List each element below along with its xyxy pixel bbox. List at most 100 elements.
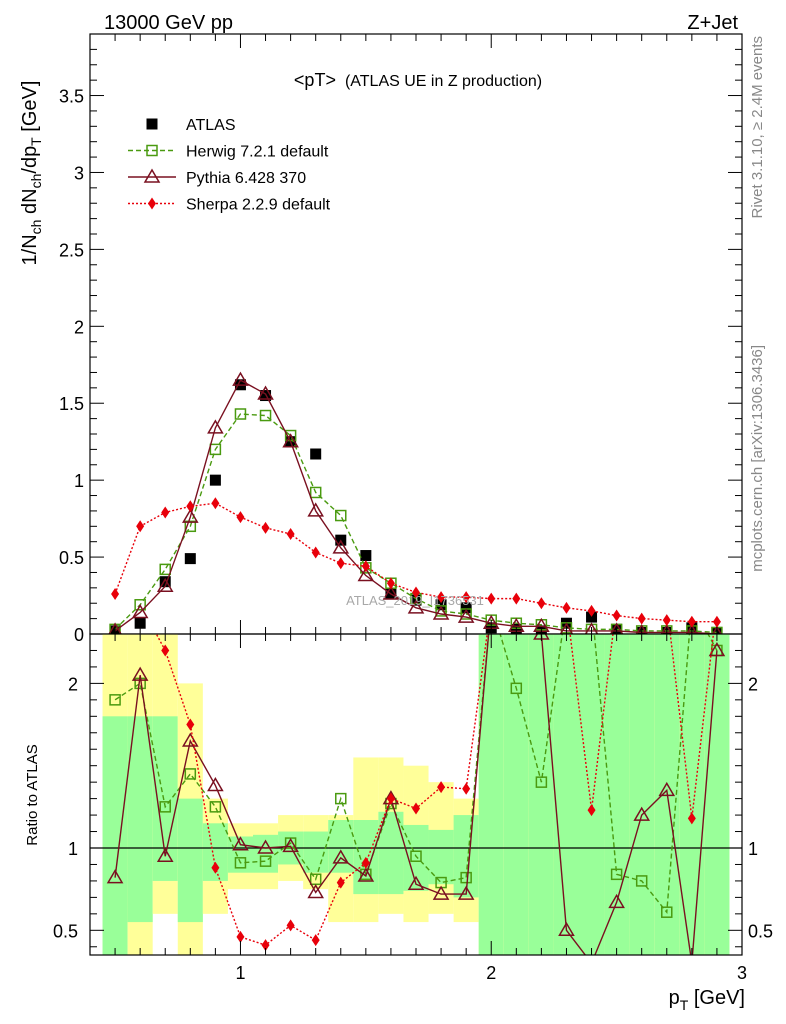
data-point [407,599,425,614]
legend-marker [143,168,161,183]
data-point [559,622,574,634]
series-sherpa-2-2-9-default [111,497,721,628]
band-green [503,634,529,955]
ratio-point [361,856,370,869]
band-green [428,829,454,885]
band-green [102,716,128,955]
x-tick-label: 3 [737,963,747,983]
ratio-point [234,857,247,869]
data-point [108,622,122,634]
legend-label: Herwig 7.2.1 default [186,144,329,161]
rivet-version-label: Rivet 3.1.10, ≥ 2.4M events [749,36,766,219]
ratio-point [460,871,472,884]
data-point [609,622,624,634]
ratio-point [633,806,650,821]
legend-marker [146,118,158,130]
data-point [186,500,195,513]
band-green [579,634,605,955]
ratio-point [510,682,523,695]
data-point [360,550,372,562]
data-point [159,563,171,576]
data-point [584,622,599,634]
data-point [460,602,472,614]
ratio-point [407,875,425,890]
ratio-point [106,869,124,884]
band-green [403,824,429,891]
ratio-point [457,885,475,900]
ratio-line [114,634,718,955]
main-y-tick-label: 2 [74,317,84,337]
ratio-point [161,644,170,657]
main-y-tick-label: 1 [74,471,84,491]
data-point [537,597,546,610]
ratio-point [307,883,324,899]
band-green [528,634,554,955]
data-point [260,390,272,402]
ratio-y-tick-label-right: 1 [748,839,758,859]
ratio-point [432,885,450,900]
data-point [432,605,450,620]
ratio-point [232,836,249,851]
chart-title-main: <pT> [294,70,336,90]
main-y-tick-label: 0 [74,625,84,645]
ratio-series-sherpa-2-2-9-default [155,634,715,952]
ratio-point [156,847,174,862]
x-axis-label: pT [GeV] [669,987,745,1013]
legend-marker [146,144,158,157]
data-point [412,586,420,599]
data-point [307,502,324,517]
data-point [131,603,149,619]
data-point [462,591,471,604]
data-point [712,615,721,628]
data-point [134,599,146,611]
data-point [310,448,322,460]
legend-entry: Pythia 6.428 370 [128,168,306,187]
ratio-point [608,893,625,909]
data-point [159,576,171,588]
data-point [311,546,320,559]
data-point [662,614,671,627]
legend-label: Pythia 6.428 370 [186,170,306,187]
legend-label: ATLAS [186,117,236,134]
data-point [587,604,596,617]
data-point [637,612,646,625]
ratio-point [335,792,347,805]
data-point [685,623,698,634]
band-green [478,634,504,955]
tick-labels: 0 0.5 1 1.5 2 2.5 3 3.5 0.5 0.5 1 1 2 2 1 2 3 [53,87,773,983]
data-point [382,585,400,600]
band-green [227,836,253,873]
band-green [127,716,153,923]
ratio-series-layer [106,634,726,955]
data-point [660,623,673,634]
ratio-y-tick-label: 2 [68,674,78,694]
ratio-point [109,694,121,706]
ratio-point [708,641,726,657]
ratio-y-tick-label-right: 0.5 [748,921,773,941]
ratio-point [661,906,673,918]
ratio-point [412,802,420,815]
ratio-series-pythia-6-428-370 [106,634,726,955]
band-green [704,634,730,955]
band-green [553,634,579,955]
header-right-label: Z+Jet [687,12,738,34]
ratio-point [209,801,222,813]
main-y-tick-label: 3 [74,163,84,183]
ratio-point [587,804,596,817]
data-point [635,623,648,634]
ratio-point [282,837,299,853]
data-point [234,408,247,420]
ratio-point [211,861,220,874]
data-point [282,433,299,448]
band-green [629,634,655,955]
chart-title: <pT> (ATLAS UE in Z production) [294,70,542,90]
legend-entry: Sherpa 2.2.9 default [128,197,331,214]
header-left-label: 13000 GeV pp [104,12,233,34]
data-point [361,560,370,573]
band-green [453,815,479,898]
data-point [612,609,621,622]
ratio-point [159,801,171,813]
data-point [286,528,295,540]
data-point [487,592,496,605]
data-point [687,615,696,628]
